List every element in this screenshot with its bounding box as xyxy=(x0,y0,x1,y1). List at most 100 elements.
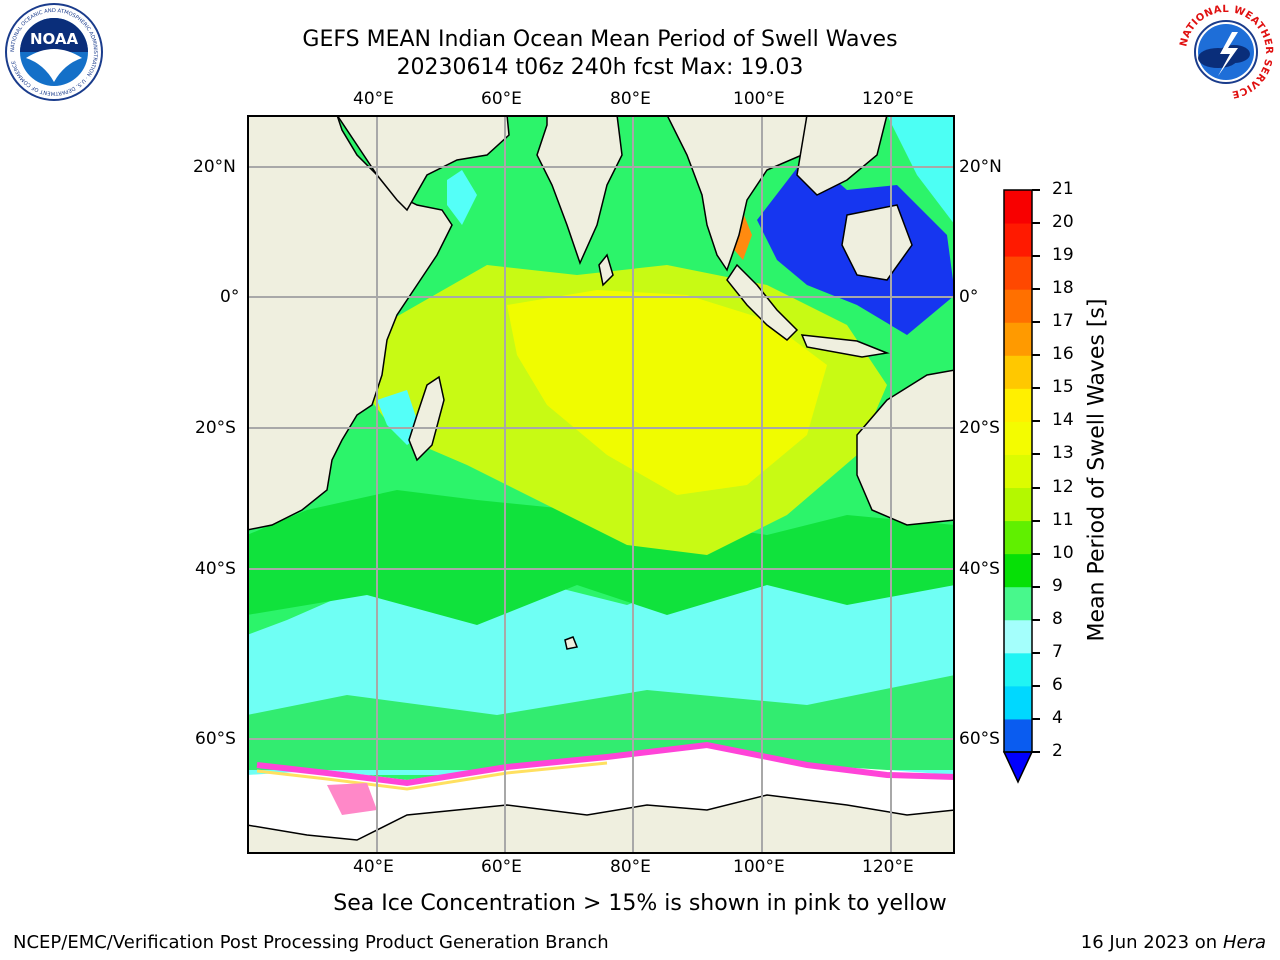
madagascar-land xyxy=(408,375,445,462)
map-frame xyxy=(247,115,955,854)
colorbar-tick xyxy=(1032,321,1040,324)
noaa-logo: NOAA NATIONAL OCEANIC AND ATMOSPHERIC AD… xyxy=(4,2,104,102)
lat-tick-left-40s: 40°S xyxy=(195,559,236,579)
colorbar-level-label: 6 xyxy=(1052,674,1063,695)
colorbar-band xyxy=(1004,718,1032,753)
colorbar-band xyxy=(1004,322,1032,356)
lon-tick-top-80e: 80°E xyxy=(610,89,651,109)
colorbar-level-label: 14 xyxy=(1052,410,1074,431)
graticule xyxy=(247,115,955,854)
lon-tick-bottom-80e: 80°E xyxy=(610,857,651,877)
colorbar-level-label: 11 xyxy=(1052,509,1074,530)
land xyxy=(247,115,955,854)
sea-ice-note: Sea Ice Concentration > 15% is shown in … xyxy=(333,891,947,916)
lat-tick-left-60s: 60°S xyxy=(195,729,236,749)
lat-tick-right-20n: 20°N xyxy=(959,157,1002,177)
indochina-land xyxy=(796,115,888,196)
swell-field xyxy=(247,115,955,775)
lat-tick-right-60s: 60°S xyxy=(959,729,1000,749)
colorbar-title: Mean Period of Swell Waves [s] xyxy=(1084,298,1110,642)
kerguelen-land xyxy=(564,636,579,650)
colorbar-band xyxy=(1004,685,1032,720)
colorbar-level-label: 10 xyxy=(1052,542,1074,563)
colorbar-band xyxy=(1004,520,1032,555)
colorbar-tick xyxy=(1032,751,1040,753)
chart-subtitle: 20230614 t06z 240h fcst Max: 19.03 xyxy=(396,55,804,80)
colorbar-band xyxy=(1004,388,1032,422)
colorbar-tick xyxy=(1032,354,1040,357)
footer-machine: Hera xyxy=(1222,932,1266,953)
colorbar-level-label: 19 xyxy=(1052,245,1074,266)
borneo-land xyxy=(841,204,913,281)
lat-tick-left-20s: 20°S xyxy=(195,418,236,438)
colorbar-tick xyxy=(1032,684,1040,687)
colorbar-level-label: 21 xyxy=(1052,179,1074,199)
colorbar-band xyxy=(1004,553,1032,588)
colorbar-tick xyxy=(1032,618,1040,621)
colorbar-level-label: 20 xyxy=(1052,212,1074,233)
sea-ice-pink-edge xyxy=(256,741,955,787)
colorbar-band xyxy=(1004,223,1032,257)
colorbar-band xyxy=(1004,289,1032,323)
colorbar-tick xyxy=(1032,288,1040,291)
svg-text:NOAA: NOAA xyxy=(30,30,79,48)
colorbar-extend-triangle xyxy=(1002,751,1034,784)
swell-band-yellow xyxy=(507,290,827,495)
lat-tick-right-0: 0° xyxy=(959,287,979,307)
colorbar-tick xyxy=(1032,222,1040,225)
nws-logo: NATIONAL WEATHER SERVICE xyxy=(1176,2,1276,102)
colorbar-level-label: 18 xyxy=(1052,278,1074,299)
lon-tick-bottom-60e: 60°E xyxy=(481,857,522,877)
lon-tick-top-40e: 40°E xyxy=(353,89,394,109)
sea-ice-yellow-edge xyxy=(256,761,608,791)
colorbar-band xyxy=(1004,487,1032,522)
swell-band-east-cyan xyxy=(887,115,955,225)
colorbar-tick xyxy=(1032,255,1040,258)
java-land xyxy=(800,334,890,358)
lon-tick-bottom-40e: 40°E xyxy=(353,857,394,877)
colorbar-level-label: 2 xyxy=(1052,741,1063,761)
colorbar-band xyxy=(1004,652,1032,687)
colorbar-band xyxy=(1004,421,1032,455)
colorbar-tick xyxy=(1032,651,1040,654)
sri-lanka-land xyxy=(598,253,614,287)
colorbar-tick xyxy=(1032,486,1040,489)
colorbar-level-label: 15 xyxy=(1052,377,1074,398)
lat-tick-right-20s: 20°S xyxy=(959,418,1000,438)
colorbar-level-label: 16 xyxy=(1052,344,1074,365)
colorbar-tick xyxy=(1032,519,1040,522)
colorbar-tick xyxy=(1032,552,1040,555)
australia-land xyxy=(856,369,955,526)
lon-tick-bottom-100e: 100°E xyxy=(733,857,785,877)
colorbar-tick xyxy=(1032,387,1040,390)
colorbar-outline xyxy=(1003,189,1033,753)
chart-title: GEFS MEAN Indian Ocean Mean Period of Sw… xyxy=(302,27,898,52)
lat-tick-right-40s: 40°S xyxy=(959,559,1000,579)
colorbar-band xyxy=(1004,586,1032,621)
colorbar-tick xyxy=(1032,453,1040,456)
swell-band-south-green xyxy=(247,675,955,770)
swell-band-green xyxy=(247,490,955,625)
colorbar-level-label: 4 xyxy=(1052,707,1063,728)
lon-tick-top-100e: 100°E xyxy=(733,89,785,109)
india-land xyxy=(536,115,623,266)
footer-date-text: 16 Jun 2023 on xyxy=(1080,932,1218,953)
lon-tick-bottom-120e: 120°E xyxy=(862,857,914,877)
colorbar-band xyxy=(1004,454,1032,489)
colorbar-band xyxy=(1004,619,1032,654)
colorbar-level-label: 12 xyxy=(1052,476,1074,497)
colorbar-level-label: 8 xyxy=(1052,608,1063,629)
swell-period-map xyxy=(247,115,955,854)
colorbar xyxy=(1000,186,1036,786)
africa-land xyxy=(247,115,453,531)
lon-tick-top-120e: 120°E xyxy=(862,89,914,109)
arabia-land xyxy=(336,115,510,212)
colorbar-level-label: 17 xyxy=(1052,311,1074,332)
colorbar-level-label: 13 xyxy=(1052,443,1074,464)
colorbar-band xyxy=(1004,256,1032,290)
colorbar-tick xyxy=(1032,585,1040,588)
colorbar-level-label: 9 xyxy=(1052,575,1063,596)
lon-tick-top-60e: 60°E xyxy=(481,89,522,109)
colorbar-tick xyxy=(1032,717,1040,720)
footer-branch: NCEP/EMC/Verification Post Processing Pr… xyxy=(13,932,609,953)
